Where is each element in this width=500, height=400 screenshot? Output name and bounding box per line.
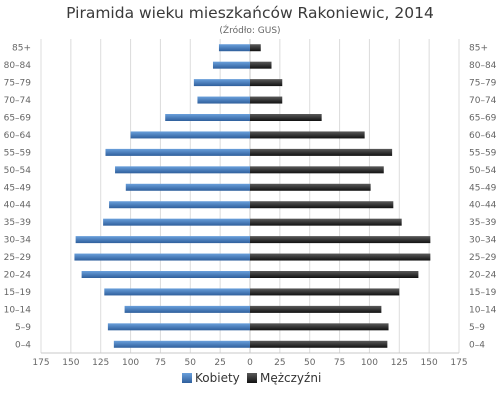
x-tick-label: 50 [304, 358, 316, 368]
category-label-right: 60–64 [469, 131, 497, 141]
legend-swatch-0[interactable] [182, 373, 192, 383]
legend-label-0[interactable]: Kobiety [195, 371, 240, 385]
bar-female-5–9[interactable] [107, 323, 250, 331]
category-label-right: 75–79 [469, 79, 497, 89]
bar-male-75–79[interactable] [250, 79, 283, 87]
category-label-right: 30–34 [469, 236, 497, 246]
category-label-right: 10–14 [469, 305, 497, 315]
bar-female-10–14[interactable] [124, 305, 250, 313]
x-tick-label: 0 [247, 358, 253, 368]
chart-title: Piramida wieku mieszkańców Rakoniewic, 2… [66, 4, 434, 22]
category-label-left: 60–64 [4, 131, 32, 141]
bar-female-25–29[interactable] [74, 253, 250, 261]
bar-male-55–59[interactable] [250, 148, 393, 156]
bar-male-60–64[interactable] [250, 131, 365, 139]
x-tick-label: 125 [92, 358, 109, 368]
category-label-right: 25–29 [469, 253, 497, 263]
x-tick-label: 25 [274, 358, 285, 368]
category-label-left: 0–4 [15, 340, 31, 350]
category-label-right: 15–19 [469, 288, 497, 298]
bar-male-20–24[interactable] [250, 271, 419, 278]
category-label-left: 15–19 [4, 288, 32, 298]
bar-female-40–44[interactable] [109, 201, 251, 209]
category-label-right: 50–54 [469, 166, 497, 176]
category-label-left: 70–74 [4, 96, 32, 106]
category-labels: 85+ 85+ 80–84 80–84 75–79 75–79 70–74 70–74 65–6… [4, 44, 497, 351]
category-label-right: 0–4 [469, 340, 485, 350]
category-label-right: 5–9 [469, 323, 485, 333]
legend-label-1[interactable]: Mężczyźni [260, 371, 321, 385]
bar-female-75–79[interactable] [193, 79, 250, 87]
bar-male-40–44[interactable] [250, 201, 394, 209]
category-label-left: 5–9 [15, 323, 31, 333]
x-tick-labels: 175 150 125 100 75 50 25 0 25 50 75 100 125 150 175 [32, 358, 467, 368]
category-label-left: 65–69 [4, 114, 32, 124]
x-tick-label: 25 [214, 358, 225, 368]
bar-female-30–34[interactable] [75, 236, 251, 244]
category-label-right: 45–49 [469, 183, 497, 193]
bar-male-85+[interactable] [250, 44, 261, 52]
grid-lines [40, 39, 460, 354]
bar-female-60–64[interactable] [130, 131, 250, 139]
category-label-left: 85+ [12, 44, 31, 54]
bar-male-5–9[interactable] [250, 323, 389, 331]
bars-group [74, 44, 431, 348]
bar-female-45–49[interactable] [125, 183, 250, 191]
bar-male-25–29[interactable] [250, 253, 431, 261]
bar-male-70–74[interactable] [250, 96, 283, 104]
category-label-right: 70–74 [469, 96, 497, 106]
bar-male-15–19[interactable] [250, 288, 400, 296]
bar-female-15–19[interactable] [104, 288, 250, 296]
x-tick-label: 125 [391, 358, 408, 368]
x-tick-label: 75 [155, 358, 166, 368]
x-tick-label: 50 [185, 358, 197, 368]
x-tick-label: 175 [450, 358, 467, 368]
bar-male-45–49[interactable] [250, 183, 371, 191]
x-tick-label: 100 [361, 358, 378, 368]
bar-male-30–34[interactable] [250, 236, 431, 244]
category-label-right: 85+ [469, 44, 488, 54]
category-label-right: 80–84 [469, 61, 497, 71]
category-label-right: 65–69 [469, 114, 497, 124]
category-label-left: 45–49 [4, 183, 32, 193]
category-label-left: 40–44 [4, 201, 32, 211]
bar-female-65–69[interactable] [165, 114, 250, 121]
category-label-left: 75–79 [4, 79, 32, 89]
bar-male-10–14[interactable] [250, 305, 382, 313]
category-label-left: 20–24 [4, 271, 32, 281]
bar-male-65–69[interactable] [250, 114, 322, 121]
category-label-right: 40–44 [469, 201, 497, 211]
bar-female-50–54[interactable] [115, 166, 250, 174]
bar-female-80–84[interactable] [212, 61, 250, 69]
category-label-right: 35–39 [469, 218, 497, 228]
bar-male-50–54[interactable] [250, 166, 384, 174]
bar-male-80–84[interactable] [250, 61, 272, 69]
x-tick-label: 75 [334, 358, 345, 368]
x-tick-label: 150 [62, 358, 79, 368]
x-tick-label: 150 [421, 358, 438, 368]
bar-female-0–4[interactable] [113, 340, 250, 348]
bar-female-35–39[interactable] [103, 218, 250, 226]
legend[interactable]: Kobiety Mężczyźni [182, 371, 321, 385]
chart-subtitle: (Źródło: GUS) [219, 24, 280, 36]
category-label-right: 55–59 [469, 148, 497, 158]
bar-female-85+[interactable] [218, 44, 250, 52]
category-label-left: 10–14 [4, 305, 32, 315]
category-label-left: 30–34 [4, 236, 32, 246]
category-label-left: 35–39 [4, 218, 32, 228]
bar-female-20–24[interactable] [81, 271, 250, 278]
bar-male-0–4[interactable] [250, 340, 388, 348]
bar-male-35–39[interactable] [250, 218, 402, 226]
category-label-left: 50–54 [4, 166, 32, 176]
x-tick-label: 100 [122, 358, 139, 368]
category-label-left: 55–59 [4, 148, 32, 158]
bar-female-55–59[interactable] [105, 148, 251, 156]
category-label-left: 25–29 [4, 253, 32, 263]
bar-female-70–74[interactable] [197, 96, 250, 104]
x-tick-label: 175 [32, 358, 49, 368]
category-label-right: 20–24 [469, 271, 497, 281]
category-label-left: 80–84 [4, 61, 32, 71]
legend-swatch-1[interactable] [247, 373, 257, 383]
